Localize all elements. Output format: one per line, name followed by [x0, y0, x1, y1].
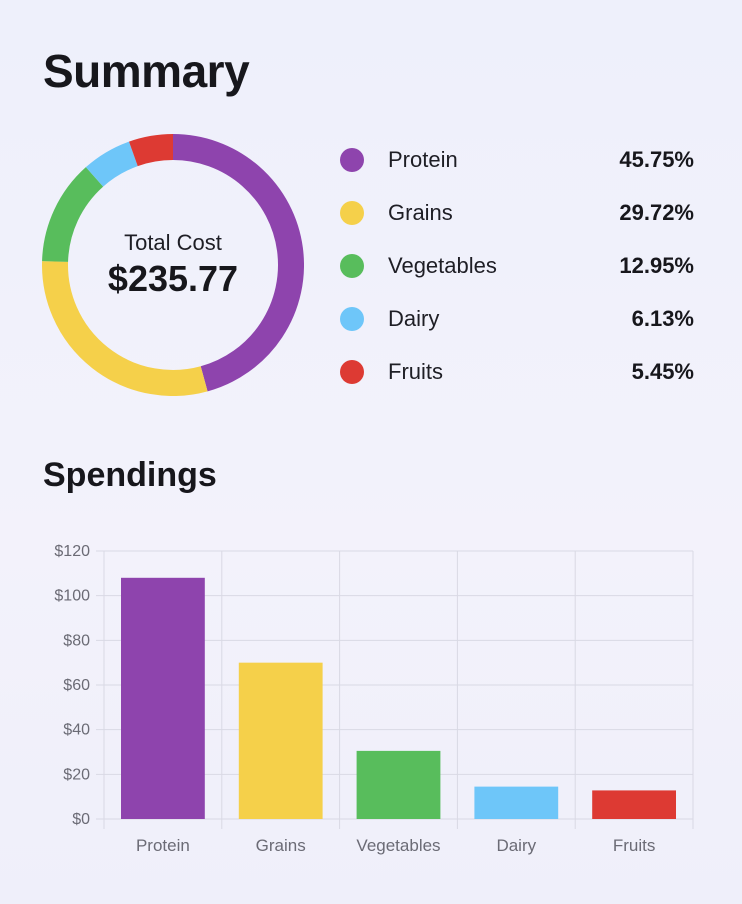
legend-percent: 6.13% — [631, 305, 694, 331]
legend-label: Vegetables — [388, 252, 497, 278]
bar-vegetables — [356, 750, 441, 819]
donut-center: Total Cost $235.77 — [42, 230, 304, 300]
legend-percent: 12.95% — [619, 252, 694, 278]
total-cost-label: Total Cost — [124, 230, 222, 255]
legend-item-grains: Grains 29.72% — [340, 186, 694, 239]
legend-item-vegetables: Vegetables 12.95% — [340, 239, 694, 292]
legend-dot — [340, 306, 364, 331]
x-tick-label: Dairy — [496, 836, 536, 855]
legend-label: Dairy — [388, 305, 440, 331]
legend-item-dairy: Dairy 6.13% — [340, 292, 694, 345]
bar-chart: $0 $20 $40 $60 $80 $100 $120 Protein Grains Veget… — [54, 543, 694, 855]
donut-chart: Total Cost $235.77 — [42, 134, 304, 396]
legend-percent: 45.75% — [619, 146, 694, 172]
legend-dot — [340, 253, 364, 278]
summary-title: Summary — [43, 45, 250, 97]
y-tick-label: $0 — [72, 811, 90, 828]
legend-dot — [340, 200, 364, 225]
donut-slice-grains — [42, 261, 208, 396]
legend-label: Protein — [388, 146, 458, 172]
bar-dairy — [474, 786, 559, 819]
y-tick-label: $60 — [63, 677, 90, 694]
legend-dot — [340, 359, 364, 384]
x-tick-label: Grains — [256, 836, 306, 855]
legend-percent: 29.72% — [619, 199, 694, 225]
donut-slice-protein — [172, 134, 304, 392]
total-cost-value: $235.77 — [107, 258, 239, 299]
legend-label: Fruits — [388, 358, 443, 384]
bar-protein — [121, 577, 205, 819]
x-tick-label: Protein — [136, 836, 190, 855]
legend-item-fruits: Fruits 5.45% — [340, 345, 694, 398]
legend: Protein 45.75% Grains 29.72% Vegetables … — [340, 133, 694, 398]
y-tick-label: $40 — [63, 722, 90, 739]
donut-svg — [42, 134, 304, 396]
x-tick-label: Fruits — [613, 836, 656, 855]
y-tick-label: $20 — [63, 766, 90, 783]
donut-slice-fruits — [129, 134, 174, 167]
y-tick-label: $80 — [63, 632, 90, 649]
y-tick-label: $120 — [54, 543, 90, 560]
legend-dot — [340, 147, 364, 172]
y-tick-label: $100 — [54, 588, 90, 605]
donut-slice-vegetables — [42, 167, 104, 263]
bar-grains — [238, 662, 323, 819]
x-tick-label: Vegetables — [356, 836, 440, 855]
legend-label: Grains — [388, 199, 453, 225]
bar-fruits — [592, 790, 676, 819]
legend-percent: 5.45% — [631, 358, 694, 384]
spendings-title: Spendings — [43, 456, 217, 494]
donut-slice-dairy — [85, 141, 139, 187]
legend-item-protein: Protein 45.75% — [340, 133, 694, 186]
